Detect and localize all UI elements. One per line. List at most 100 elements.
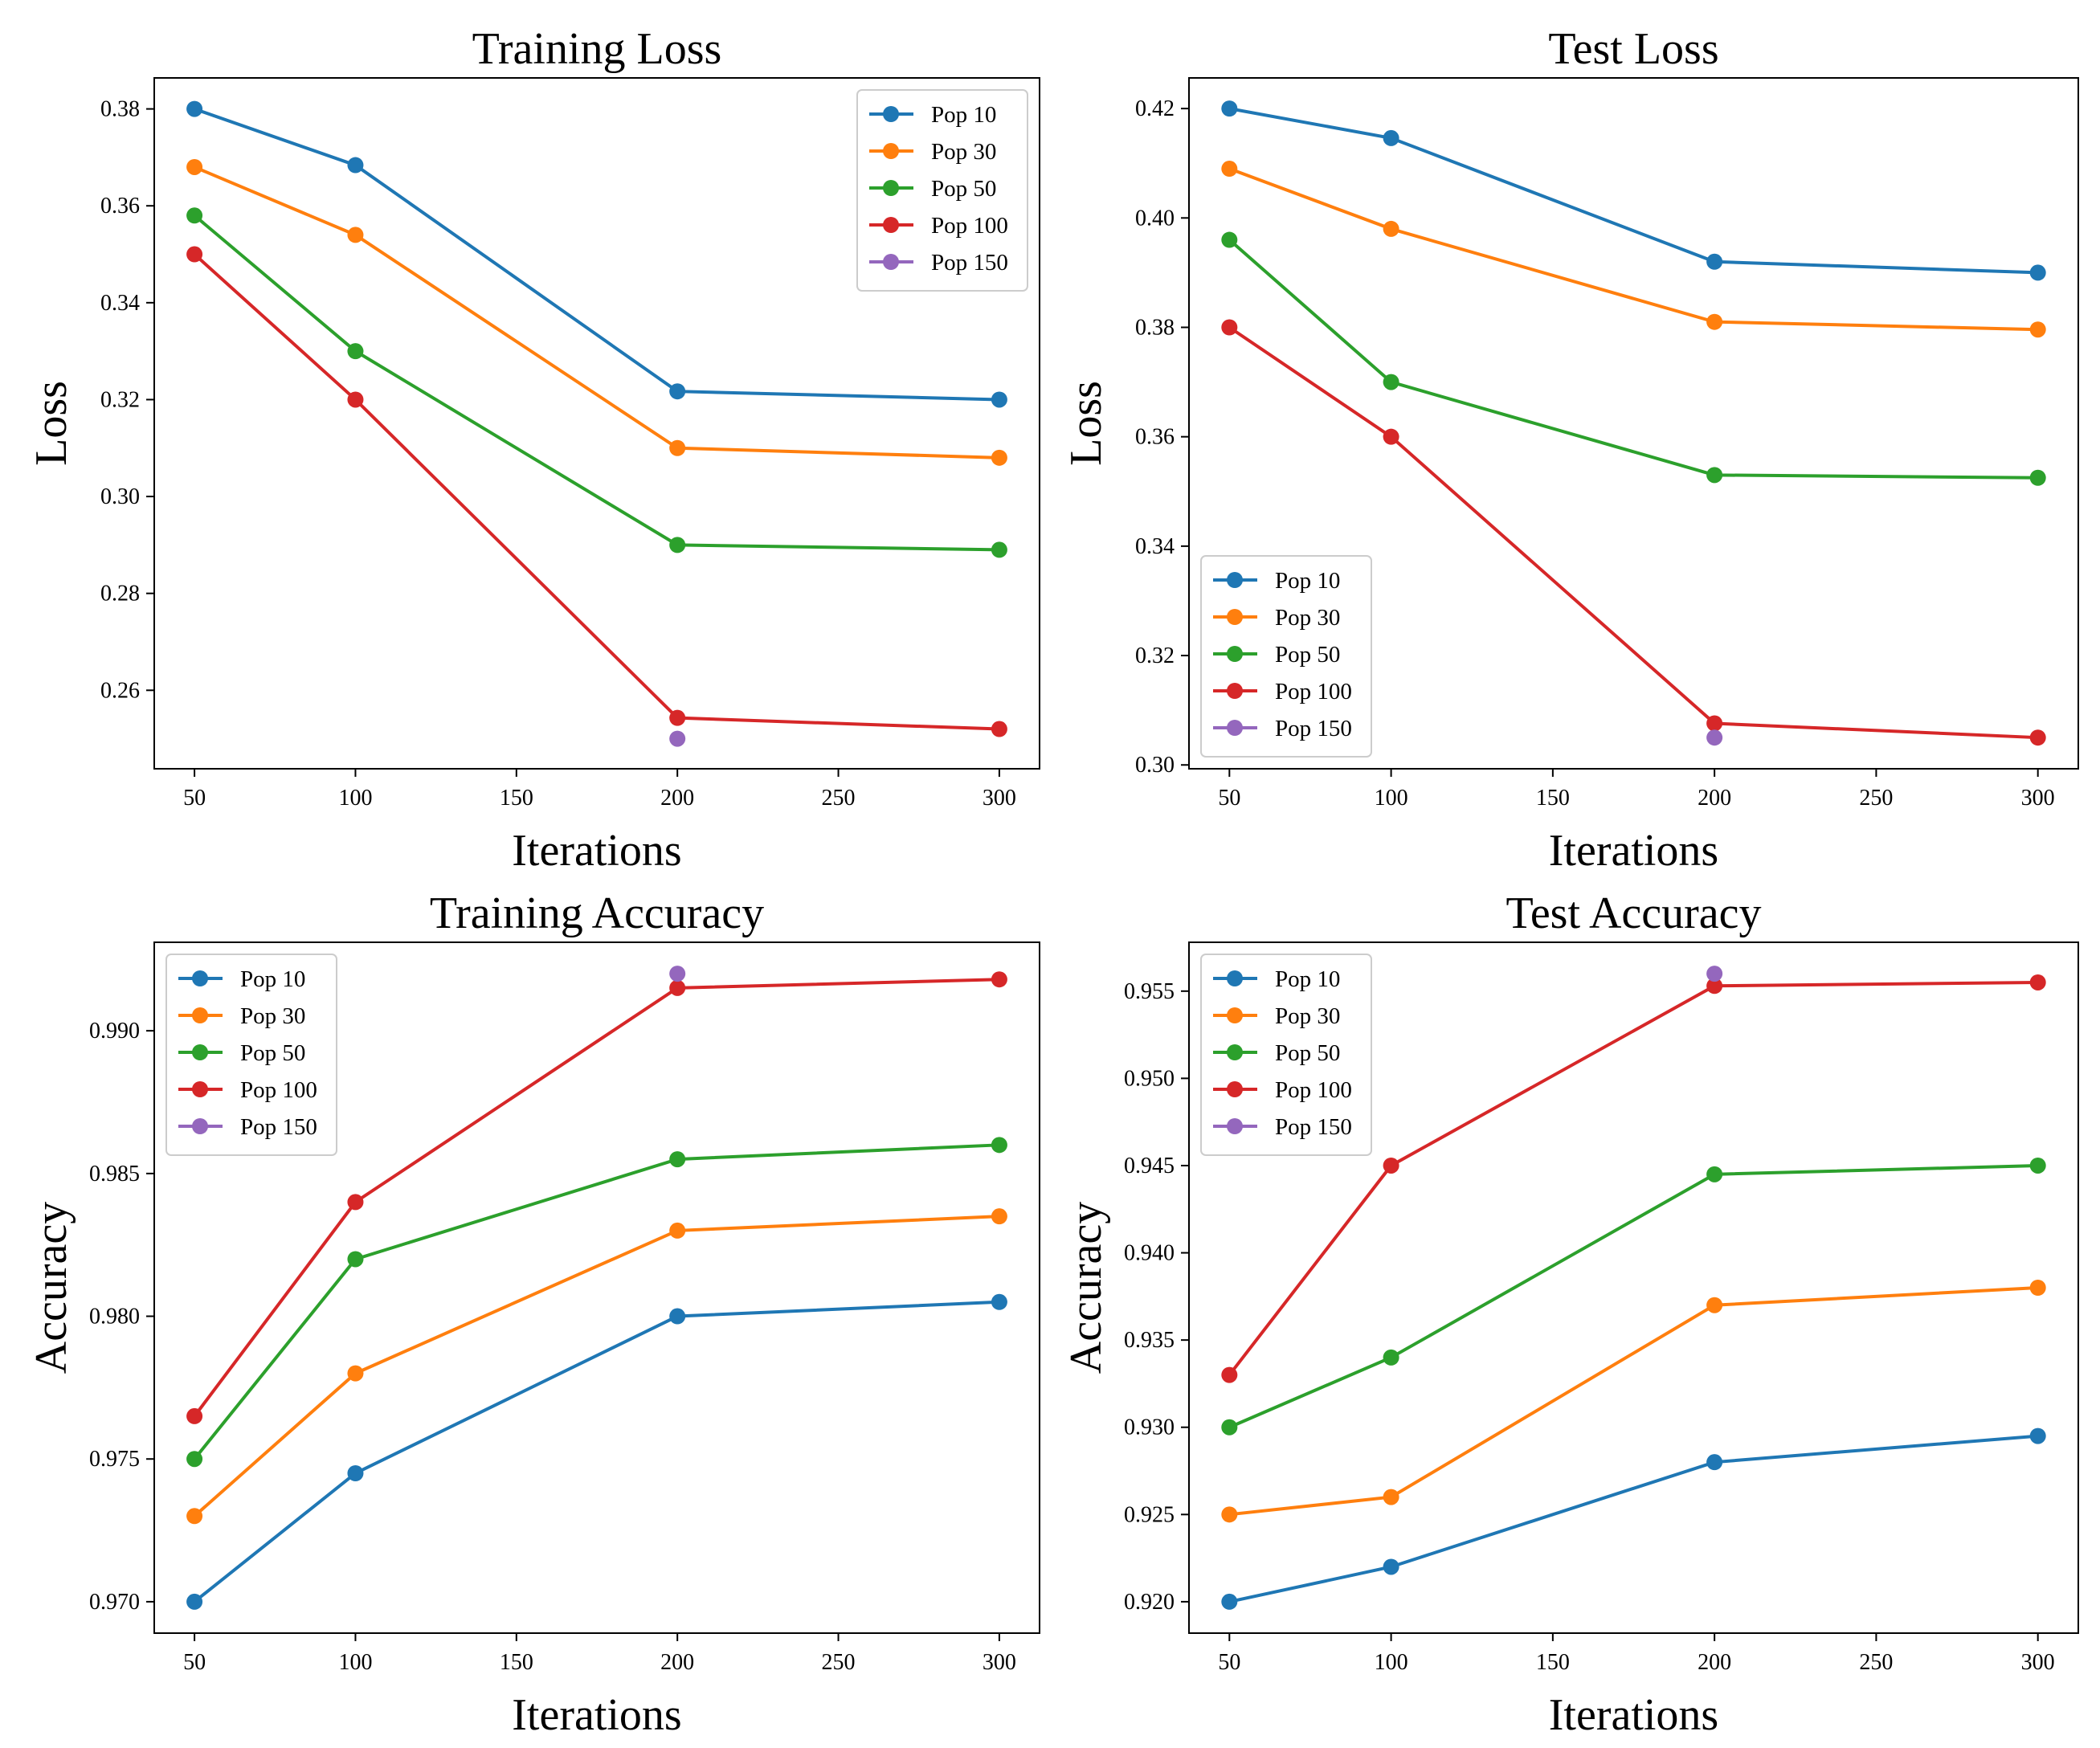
x-tick-label: 300 [2021,786,2055,811]
legend-marker [1227,683,1243,699]
data-point [1706,1297,1723,1313]
legend-label: Pop 30 [1275,1003,1340,1029]
legend-label: Pop 10 [240,966,305,992]
y-tick-label: 0.36 [1135,425,1175,450]
series-pop-10 [1221,1427,2046,1610]
x-tick-label: 300 [983,1650,1016,1675]
x-axis-label: Iterations [512,1690,681,1740]
series-line [1228,239,2038,480]
x-tick-label: 50 [183,786,206,811]
legend-marker [1227,1007,1243,1023]
y-axis-label: Loss [27,381,76,466]
data-point [2029,321,2046,338]
data-point [2029,469,2046,486]
x-tick-label: 50 [183,1650,206,1675]
legend-marker [883,254,899,270]
x-tick-label: 150 [500,786,533,811]
data-point [1383,374,1399,390]
y-tick-label: 0.980 [89,1305,140,1329]
legend-item: Pop 150 [869,250,1008,276]
data-point [347,391,364,408]
data-point [186,246,203,263]
legend-marker [192,1081,208,1097]
chart-test-accuracy: Test Accuracy Iterations Accuracy 50 100 150 2… [1061,888,2079,1740]
legend-item: Pop 100 [1213,679,1352,705]
y-tick-label: 0.990 [89,1019,140,1043]
chart-title: Test Loss [1548,24,1718,74]
legend-label: Pop 30 [931,139,996,165]
data-point [669,979,686,996]
data-point [347,1365,364,1382]
series-line [1228,1163,2038,1429]
data-point [1383,1558,1399,1575]
data-point [186,1451,203,1468]
data-point [347,1464,364,1481]
y-tick-label: 0.34 [1135,534,1175,559]
y-tick-label: 0.34 [100,291,140,316]
legend-frame [1200,555,1372,758]
x-tick-label: 150 [1536,786,1570,811]
legend-marker [1227,1118,1243,1134]
data-point [1221,231,1238,248]
x-axis-label: Iterations [512,826,681,876]
x-tick-label: 50 [1218,1650,1240,1675]
x-tick-label: 150 [1536,1650,1570,1675]
series-pop-100 [186,971,1007,1424]
chart-training-accuracy: Training Accuracy Iterations Accuracy 50 100… [27,888,1040,1740]
plot-frame [153,941,1040,1634]
legend: Pop 10 Pop 30 Pop 50 Pop 100 Pop 150 [1200,954,1372,1156]
legend-marker [883,143,899,159]
legend-marker [883,106,899,122]
legend-marker [1227,572,1243,588]
y-tick-label: 0.950 [1124,1066,1175,1091]
data-point [1221,100,1238,117]
series-line [193,253,999,731]
legend-item: Pop 30 [178,1003,305,1029]
x-tick-label: 150 [500,1650,533,1675]
x-tick-label: 100 [1375,786,1408,811]
data-point [1221,1366,1238,1383]
data-point [1706,1166,1723,1182]
data-point [1221,1419,1238,1436]
data-point [1706,729,1723,746]
data-point [1706,966,1723,982]
legend-label: Pop 150 [931,250,1008,276]
plot-frame [153,77,1040,770]
data-point [991,971,1007,988]
x-tick-label: 250 [1859,1650,1893,1675]
y-tick-label: 0.36 [100,194,140,218]
x-tick-label: 200 [660,786,694,811]
x-tick-label: 200 [1698,1650,1731,1675]
data-point [2029,1157,2046,1174]
legend-marker [1227,720,1243,736]
legend-item: Pop 30 [1213,605,1340,631]
legend-label: Pop 100 [240,1077,317,1103]
y-tick-label: 0.30 [100,484,140,509]
data-point [669,439,686,456]
legend-item: Pop 10 [178,966,305,992]
series-pop-100 [1221,319,2046,746]
legend-marker [1227,609,1243,625]
legend-item: Pop 150 [1213,716,1352,741]
legend-frame [165,954,337,1156]
chart-title: Training Accuracy [430,888,764,938]
series-pop-10 [186,1293,1007,1610]
series-line [1228,980,2038,1376]
legend-marker [883,180,899,196]
legend-label: Pop 150 [240,1114,317,1140]
data-point [669,730,686,747]
legend-item: Pop 100 [1213,1077,1352,1103]
legend-marker [192,1044,208,1060]
y-tick-label: 0.38 [1135,315,1175,340]
data-point [991,449,1007,466]
x-tick-label: 100 [338,786,372,811]
legend-item: Pop 50 [1213,1040,1340,1066]
y-tick-label: 0.32 [100,387,140,412]
series-pop-30 [1221,161,2046,338]
data-point [1221,1593,1238,1610]
legend-item: Pop 150 [1213,1114,1352,1140]
series-pop-150 [1706,966,1723,982]
y-axis-label: Accuracy [1061,1202,1111,1374]
series-pop-10 [186,100,1007,408]
